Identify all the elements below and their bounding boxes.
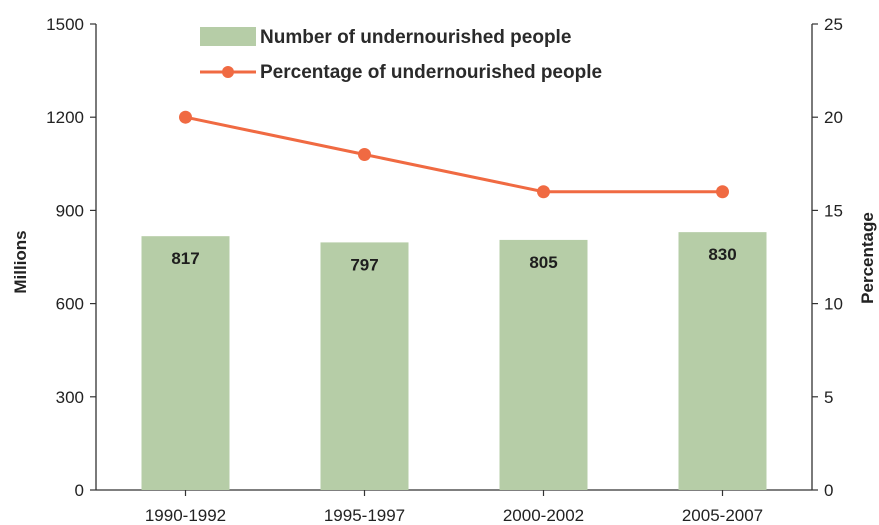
bar-label-0: 817: [171, 249, 199, 268]
legend-label-bar: Number of undernourished people: [260, 27, 571, 48]
percentage-point-3: [716, 185, 729, 199]
y2-tick-label-3: 15: [824, 201, 843, 220]
percentage-line: [185, 115, 723, 194]
y2-axis-title: Percentage: [858, 212, 877, 304]
y2-tick-label-2: 10: [824, 295, 843, 314]
y-tick-label-4: 1200: [46, 108, 84, 127]
bar-3: [678, 232, 767, 490]
bar-2: [499, 239, 588, 490]
percentage-point-2: [537, 185, 550, 199]
y-tick-label-2: 600: [56, 295, 84, 314]
bar-label-3: 830: [708, 245, 736, 264]
bar-1: [320, 242, 409, 490]
bar-label-1: 797: [350, 255, 378, 274]
y-axis-title: Millions: [11, 230, 30, 293]
y-tick-label-3: 900: [56, 201, 84, 220]
legend-swatch-bar: [200, 27, 256, 46]
y2-tick-label-4: 20: [824, 108, 843, 127]
y2-tick-label-0: 0: [824, 481, 833, 500]
x-tick-label-1: 1995-1997: [324, 506, 405, 525]
legend-swatch-marker: [222, 66, 234, 78]
bar-label-2: 805: [529, 253, 557, 272]
percentage-point-0: [179, 110, 192, 124]
x-tick-label-3: 2005-2007: [682, 506, 763, 525]
y2-tick-label-1: 5: [824, 388, 833, 407]
percentage-point-1: [358, 147, 371, 161]
y2-tick-label-5: 25: [824, 15, 843, 34]
y-tick-label-5: 1500: [46, 15, 84, 34]
legend-label-line: Percentage of undernourished people: [260, 62, 602, 83]
bar-0: [141, 236, 230, 490]
x-tick-label-2: 2000-2002: [503, 506, 584, 525]
y-tick-label-1: 300: [56, 388, 84, 407]
x-tick-label-0: 1990-1992: [145, 506, 226, 525]
y-tick-label-0: 0: [75, 481, 84, 500]
